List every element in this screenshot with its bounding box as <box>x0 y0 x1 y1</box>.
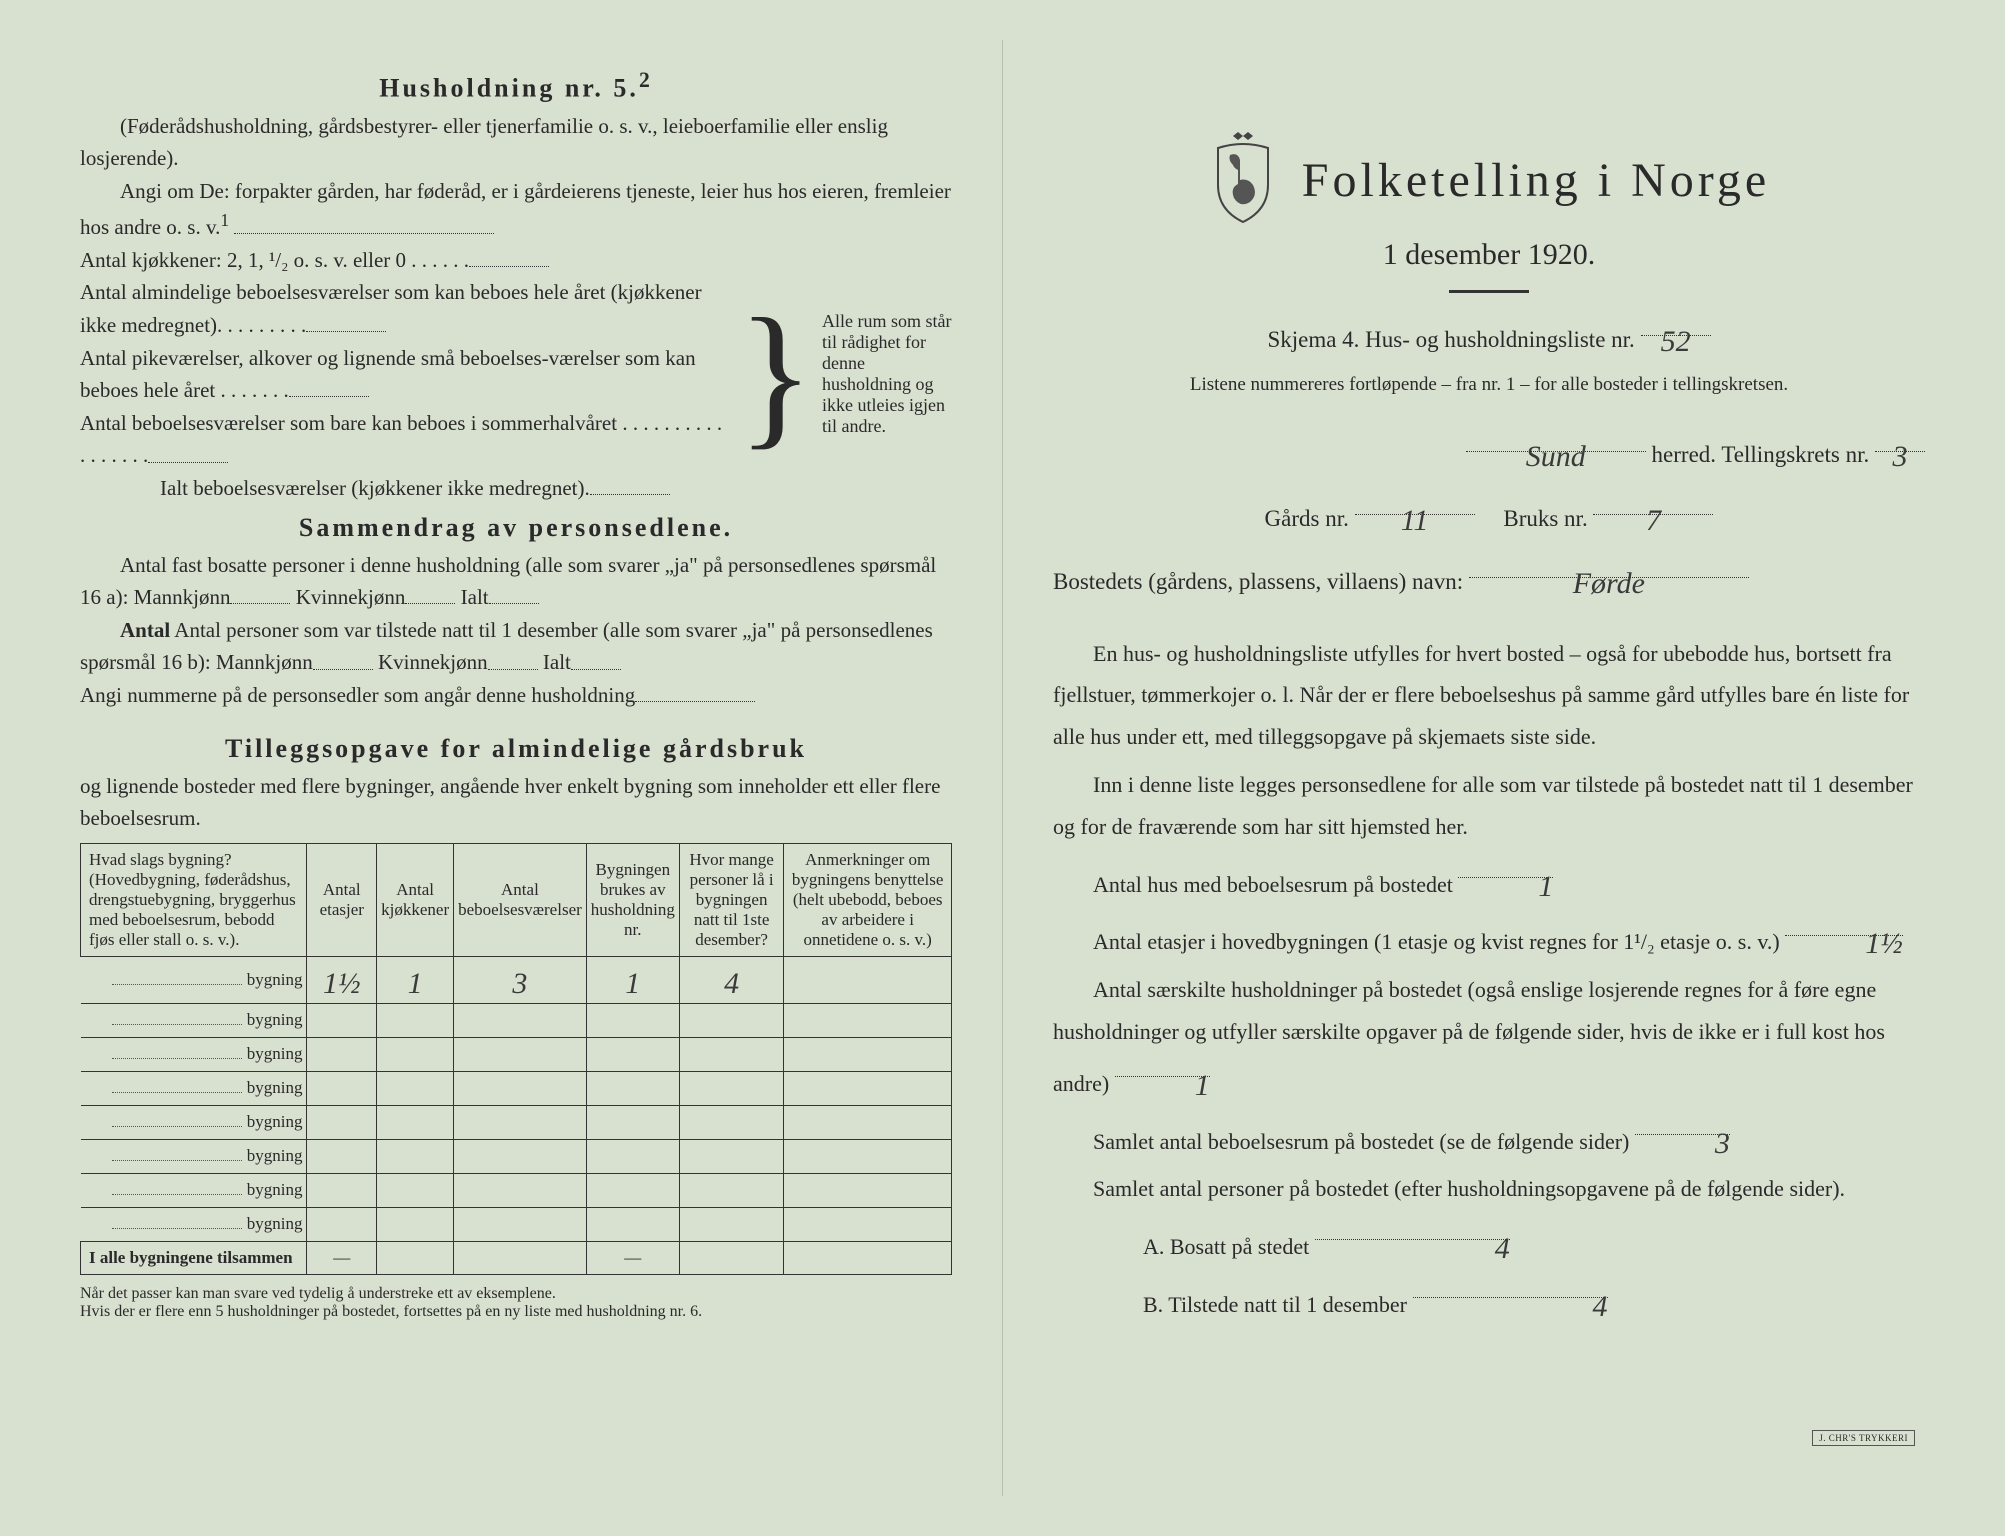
col-kjokken: Antal kjøkkener <box>377 843 454 956</box>
antal-etasjer-value: 1½ <box>1825 915 1903 972</box>
summer-rooms: Antal beboelsesværelser som bare kan beb… <box>80 407 729 472</box>
fast-bosatte: Antal fast bosatte personer i denne hush… <box>80 549 952 614</box>
bosted-value: Førde <box>1573 557 1645 611</box>
bosatt-a-value: 4 <box>1405 1220 1510 1277</box>
printer-stamp: J. CHR'S TRYKKERI <box>1812 1430 1915 1446</box>
samlet-pers-line: Samlet antal personer på bostedet (efter… <box>1053 1168 1925 1210</box>
husholdning5-title: Husholdning nr. 5.2 <box>80 68 952 104</box>
main-title: Folketelling i Norge <box>1302 153 1770 208</box>
table-row: bygning <box>81 1105 952 1139</box>
alm-rooms: Antal almindelige beboelsesværelser som … <box>80 276 729 341</box>
cell-val: 3 <box>512 967 527 1001</box>
table-row: bygning 1½ 1 3 1 4 <box>81 956 952 1003</box>
left-page: Husholdning nr. 5.2 (Føderådshusholdning… <box>30 40 1003 1496</box>
right-header: Folketelling i Norge 1 desember 1920. Sk… <box>1053 130 1925 396</box>
bosted-line: Bostedets (gårdens, plassens, villaens) … <box>1053 553 1925 602</box>
h5-angi: Angi om De: forpakter gården, har føderå… <box>80 175 952 244</box>
cell-val: 1 <box>408 967 423 1001</box>
samlet-rum-line: Samlet antal beboelsesrum på bostedet (s… <box>1053 1111 1925 1163</box>
krets-value: 3 <box>1893 430 1908 484</box>
cell-val <box>784 956 952 1003</box>
table-row: bygning <box>81 1003 952 1037</box>
cell-val: 1½ <box>323 967 361 1001</box>
table-header: Hvad slags bygning? (Hovedbygning, føder… <box>81 843 952 956</box>
para1: En hus- og husholdningsliste utfylles fo… <box>1053 633 1925 758</box>
bosatt-b-value: 4 <box>1503 1278 1608 1335</box>
brace-text: Alle rum som står til rådighet for denne… <box>822 311 952 437</box>
divider <box>1449 290 1529 293</box>
samlet-rum-value: 3 <box>1675 1115 1730 1172</box>
bruk-value: 7 <box>1646 494 1661 548</box>
col-etasjer: Antal etasjer <box>307 843 377 956</box>
skjema-line: Skjema 4. Hus- og husholdningsliste nr. … <box>1053 311 1925 360</box>
table-row: bygning <box>81 1071 952 1105</box>
antal-hush-value: 1 <box>1155 1057 1210 1114</box>
skjema-value: 52 <box>1661 315 1691 369</box>
tillegg-title: Tilleggsopgave for almindelige gårdsbruk <box>80 734 952 764</box>
footnote-1: Når det passer kan man svare ved tydelig… <box>80 1285 952 1321</box>
para2: Inn i denne liste legges personsedlene f… <box>1053 764 1925 848</box>
herred-line: Sund herred. Tellingskrets nr. 3 <box>1053 426 1925 475</box>
tillegg-sub: og lignende bosteder med flere bygninger… <box>80 770 952 835</box>
table-row: bygning <box>81 1139 952 1173</box>
antal-hush-line: Antal særskilte husholdninger på bostede… <box>1053 969 1925 1104</box>
herred-value: Sund <box>1526 430 1586 484</box>
sammendrag-title: Sammendrag av personsedlene. <box>80 513 952 543</box>
table-row: bygning <box>81 1207 952 1241</box>
col-anmerk: Anmerkninger om bygningens benyttelse (h… <box>784 843 952 956</box>
bosatt-a-line: A. Bosatt på stedet 4 <box>1053 1216 1925 1268</box>
cell-val: 1 <box>625 967 640 1001</box>
table-row: bygning <box>81 1037 952 1071</box>
right-page: Folketelling i Norge 1 desember 1920. Sk… <box>1003 40 1975 1496</box>
coat-of-arms-icon <box>1208 130 1278 230</box>
gard-value: 11 <box>1401 494 1429 548</box>
antal-hus-value: 1 <box>1498 858 1553 915</box>
table-total-row: I alle bygningene tilsammen — — <box>81 1241 952 1274</box>
listen-note: Listene nummereres fortløpende – fra nr.… <box>1053 374 1925 396</box>
bosatt-b-line: B. Tilstede natt til 1 desember 4 <box>1053 1274 1925 1326</box>
gard-line: Gårds nr. 11 Bruks nr. 7 <box>1053 490 1925 539</box>
brace-icon: } <box>737 302 814 446</box>
cell-val: 4 <box>724 967 739 1001</box>
ialt-rooms: Ialt beboelsesværelser (kjøkkener ikke m… <box>80 472 729 505</box>
col-personer: Hvor mange personer lå i bygningen natt … <box>679 843 784 956</box>
bygning-table: Hvad slags bygning? (Hovedbygning, føder… <box>80 843 952 1275</box>
h5-paren: (Føderådshusholdning, gårdsbestyrer- ell… <box>80 110 952 175</box>
pike-rooms: Antal pikeværelser, alkover og lignende … <box>80 342 729 407</box>
antal-etasjer-line: Antal etasjer i hovedbygningen (1 etasje… <box>1053 911 1925 963</box>
table-row: bygning <box>81 1173 952 1207</box>
subtitle-date: 1 desember 1920. <box>1053 238 1925 272</box>
rooms-block: Antal kjøkkener: 2, 1, ¹/₂ o. s. v. elle… <box>80 244 952 505</box>
kitchen-line: Antal kjøkkener: 2, 1, ¹/₂ o. s. v. elle… <box>80 244 729 277</box>
col-beboelse: Antal beboelsesværelser <box>454 843 587 956</box>
col-brukes: Bygningen brukes av husholdning nr. <box>586 843 679 956</box>
tilstede-line: Antal Antal personer som var tilstede na… <box>80 614 952 679</box>
angi-nummer: Angi nummerne på de personsedler som ang… <box>80 679 952 712</box>
col-bygning: Hvad slags bygning? (Hovedbygning, føder… <box>81 843 307 956</box>
antal-hus-line: Antal hus med beboelsesrum på bostedet 1 <box>1053 854 1925 906</box>
